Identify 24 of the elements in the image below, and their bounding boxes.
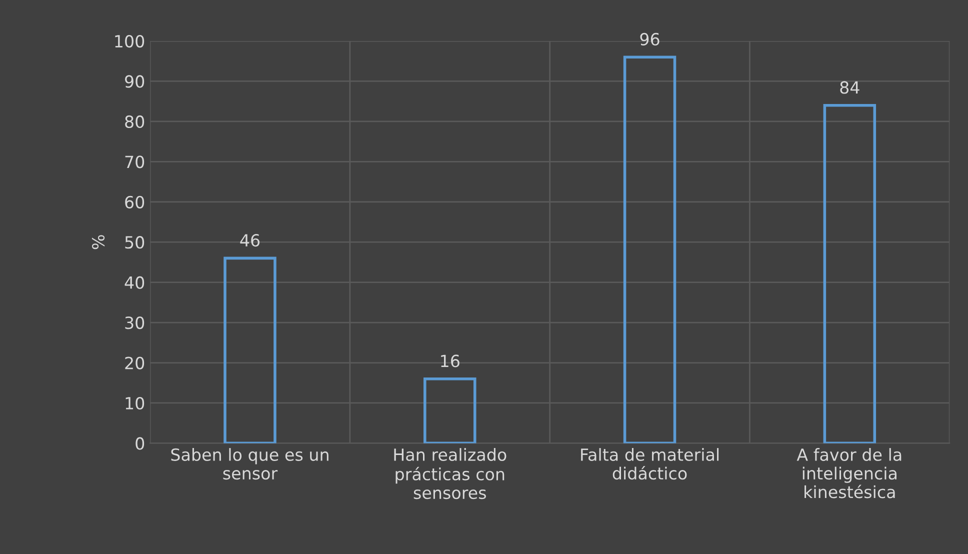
y-tick-label: 100 [115,34,144,48]
data-label: 96 [640,32,660,46]
x-tick-label: Falta de material didáctico [581,448,719,480]
bar [623,56,676,444]
y-tick-label: 80 [125,115,144,128]
y-tick-label: 40 [124,276,144,289]
bar [424,377,476,444]
y-tick-label: 50 [125,236,144,249]
data-label: 16 [441,354,460,368]
x-tick-label: Han realizado prácticas con sensores [394,448,506,500]
y-tick-label: 30 [125,316,144,330]
y-tick-label: 0 [136,437,144,450]
x-tick-label: A favor de la inteligencia kinestésica [796,448,902,498]
y-tick-label: 20 [125,356,144,370]
data-label: 46 [240,234,260,247]
y-tick-label: 90 [125,75,144,88]
y-tick-label: 60 [125,196,144,208]
y-tick-label: 10 [126,396,144,410]
bar [823,104,876,444]
bar [224,256,276,444]
x-tick-label: Saben lo que es un sensor [171,448,328,480]
y-axis-title: % [92,235,105,250]
y-tick-label: 70 [125,156,144,168]
data-label: 84 [840,81,860,94]
